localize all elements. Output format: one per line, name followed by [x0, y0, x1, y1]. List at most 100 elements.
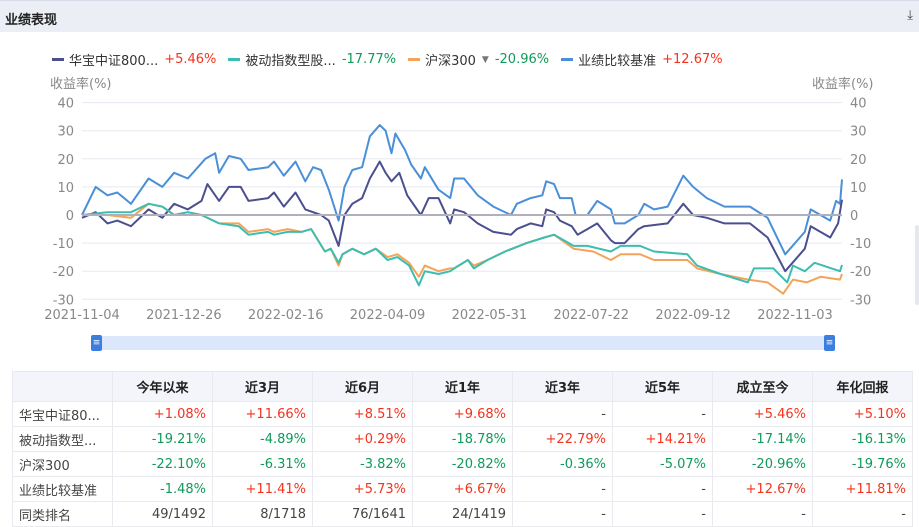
- table-cell: +6.67%: [412, 476, 513, 502]
- table-cell: -: [512, 501, 613, 527]
- legend-item[interactable]: 沪深300 ▼ -20.96%: [408, 50, 549, 69]
- table-cell: 76/1641: [312, 501, 413, 527]
- x-tick-label: 2022-02-16: [248, 308, 324, 323]
- y-tick-label-right: -30: [850, 293, 871, 308]
- x-tick-label: 2022-05-31: [452, 308, 528, 323]
- y-axis-label-right: 收益率(%): [812, 76, 874, 92]
- legend-value: -20.96%: [494, 52, 550, 67]
- series-line: [82, 202, 843, 295]
- row-label: 华宝中证80...: [12, 401, 113, 427]
- y-tick-label-left: -30: [53, 293, 74, 308]
- legend-value: +5.46%: [164, 52, 217, 67]
- y-tick-label-right: 40: [850, 97, 867, 112]
- y-tick-label-left: 20: [57, 153, 74, 168]
- legend-swatch: [408, 58, 421, 61]
- table-cell: -: [512, 476, 613, 502]
- table-cell: +11.66%: [212, 401, 313, 427]
- x-tick-label: 2022-11-03: [757, 308, 833, 323]
- table-cell: -: [612, 476, 713, 502]
- table-cell: -: [812, 501, 913, 527]
- legend-name: 沪深300: [425, 54, 476, 69]
- performance-chart: 收益率(%) 收益率(%) 40 40 30 30 20 20 10 10 0 0 -10 -10 -20 -…: [44, 76, 874, 323]
- column-header: [12, 371, 113, 402]
- table-cell: -16.13%: [812, 426, 913, 452]
- table-row: 华宝中证80... +1.08% +11.66% +8.51% +9.68% - - +5.4…: [12, 401, 913, 427]
- y-tick-label-right: 10: [850, 181, 867, 196]
- column-header: 成立至今: [712, 371, 813, 402]
- table-row: 同类排名 49/1492 8/1718 76/1641 24/1419- - - -: [12, 501, 913, 527]
- table-cell: +5.73%: [312, 476, 413, 502]
- table-cell: 49/1492: [112, 501, 213, 527]
- table-row: 业绩比较基准 -1.48% +11.41% +5.73% +6.67% - - +12.67%…: [12, 476, 913, 502]
- table-cell: -5.07%: [612, 451, 713, 477]
- table-cell: +9.68%: [412, 401, 513, 427]
- x-tick-label: 2022-07-22: [553, 308, 629, 323]
- scrollbar[interactable]: [915, 225, 919, 305]
- table-cell: -0.36%: [512, 451, 613, 477]
- table-cell: -: [612, 401, 713, 427]
- y-tick-label-right: 0: [850, 209, 858, 224]
- table-cell: +0.29%: [312, 426, 413, 452]
- y-tick-label-right: -10: [850, 237, 871, 252]
- column-header: 年化回报: [812, 371, 913, 402]
- table-cell: +14.21%: [612, 426, 713, 452]
- row-label: 同类排名: [12, 501, 113, 527]
- download-icon[interactable]: ⤓: [907, 8, 913, 23]
- table-cell: -17.14%: [712, 426, 813, 452]
- table-cell: -: [712, 501, 813, 527]
- legend-value: -17.77%: [341, 52, 397, 67]
- column-header: 今年以来: [112, 371, 213, 402]
- y-tick-label-left: 0: [66, 209, 74, 224]
- column-header: 近3月: [212, 371, 313, 402]
- column-header: 近6月: [312, 371, 413, 402]
- table-header-row: 今年以来 近3月 近6月 近1年 近3年 近5年 成立至今 年化回报: [12, 371, 913, 402]
- table-cell: -19.76%: [812, 451, 913, 477]
- series-line: [81, 160, 843, 273]
- section-title: 业绩表现: [5, 13, 58, 28]
- y-axis-label-left: 收益率(%): [50, 76, 112, 92]
- legend-name: 被动指数型股...: [245, 54, 336, 69]
- legend-value: +12.67%: [662, 52, 723, 67]
- table-cell: 24/1419: [412, 501, 513, 527]
- table-cell: +22.79%: [512, 426, 613, 452]
- y-tick-label-left: -10: [53, 237, 74, 252]
- table-cell: +1.08%: [112, 401, 213, 427]
- table-row: 沪深300 -22.10% -6.31% -3.82% -20.82% -0.36% -5.…: [12, 451, 913, 477]
- legend-name: 业绩比较基准: [578, 54, 657, 69]
- series-line: [81, 124, 843, 256]
- column-header: 近1年: [412, 371, 513, 402]
- chart-legend: 华宝中证800... +5.46% 被动指数型股... -17.77% 沪深300 ▼ -2…: [52, 50, 735, 69]
- legend-name: 华宝中证800...: [69, 54, 159, 69]
- table-cell: -: [512, 401, 613, 427]
- slider-start-handle[interactable]: ≡: [91, 335, 102, 351]
- legend-item[interactable]: 业绩比较基准 +12.67%: [561, 50, 723, 69]
- x-tick-label: 2022-09-12: [655, 308, 731, 323]
- y-tick-label-right: 20: [850, 153, 867, 168]
- y-tick-label-left: 10: [57, 181, 74, 196]
- slider-end-handle[interactable]: ≡: [824, 335, 835, 351]
- table-cell: -19.21%: [112, 426, 213, 452]
- section-header: 业绩表现 ⤓: [0, 0, 919, 32]
- y-tick-label-left: -20: [53, 265, 74, 280]
- table-cell: -22.10%: [112, 451, 213, 477]
- dropdown-caret-icon[interactable]: ▼: [481, 54, 489, 65]
- legend-swatch: [52, 58, 64, 61]
- date-range-slider[interactable]: ≡ ≡: [91, 335, 835, 351]
- column-header: 近3年: [512, 371, 613, 402]
- legend-item[interactable]: 被动指数型股... -17.77%: [228, 50, 396, 69]
- legend-swatch: [228, 58, 241, 61]
- y-tick-label-right: -20: [850, 265, 871, 280]
- table-cell: 8/1718: [212, 501, 313, 527]
- x-tick-label: 2021-12-26: [146, 308, 222, 323]
- row-label: 被动指数型...: [12, 426, 113, 452]
- y-tick-label-left: 40: [57, 97, 74, 112]
- table-cell: -4.89%: [212, 426, 313, 452]
- table-cell: +12.67%: [712, 476, 813, 502]
- table-cell: -18.78%: [412, 426, 513, 452]
- table-cell: +11.41%: [212, 476, 313, 502]
- table-cell: +5.46%: [712, 401, 813, 427]
- legend-item[interactable]: 华宝中证800... +5.46%: [52, 50, 216, 69]
- table-row: 被动指数型... -19.21% -4.89% +0.29% -18.78% +22.79…: [12, 426, 913, 452]
- column-header: 近5年: [612, 371, 713, 402]
- x-tick-label: 2021-11-04: [44, 308, 120, 323]
